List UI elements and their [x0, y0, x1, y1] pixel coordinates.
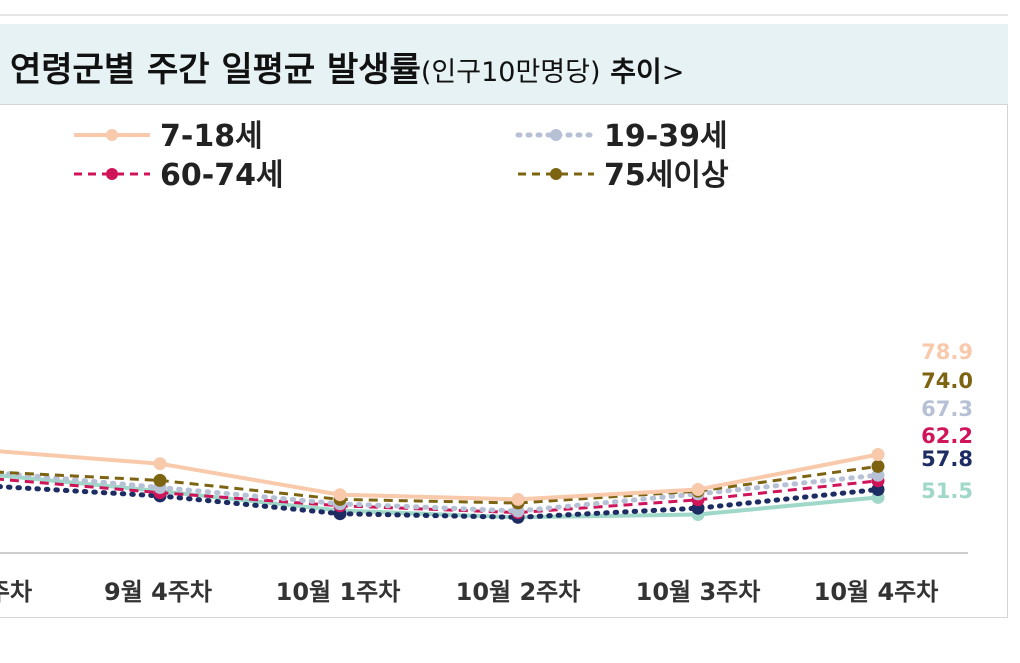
legend-item-19-39: 19-39세 — [515, 119, 728, 154]
data-label-5: 51.5 — [921, 479, 973, 503]
data-label-0: 78.9 — [921, 340, 973, 364]
chart-title-main: 연령군별 주간 일평균 발생률 — [10, 50, 421, 90]
top-divider — [0, 14, 1008, 16]
x-tick-labels: 주차 9월 4주차 10월 1주차 10월 2주차 10월 3주차 10월 4주차 — [0, 578, 938, 606]
legend-label-75plus: 75세이상 — [604, 158, 729, 193]
series-0-point-4 — [691, 483, 705, 496]
data-label-1: 74.0 — [921, 369, 973, 393]
x-tick-label-2: 10월 1주차 — [276, 578, 401, 606]
data-label-4: 57.8 — [921, 447, 973, 471]
x-tick-label-3: 10월 2주차 — [456, 578, 581, 606]
legend-marker-19-39 — [550, 129, 562, 141]
x-tick-label-0: 주차 — [0, 578, 32, 606]
data-label-2: 67.3 — [921, 397, 973, 421]
legend-item-75plus: 75세이상 — [518, 158, 729, 193]
end-data-labels: 78.9 74.0 67.3 62.257.8 51.5 — [921, 340, 973, 503]
legend-marker-7-18 — [106, 129, 118, 141]
x-tick-label-5: 10월 4주차 — [814, 578, 939, 606]
legend-marker-60-74 — [106, 168, 118, 180]
series-0-point-5 — [871, 448, 885, 461]
chart-title-sub: (인구10만명당) — [420, 57, 601, 88]
legend-label-7-18: 7-18세 — [160, 119, 263, 154]
data-label-3: 62.2 — [921, 424, 973, 448]
x-tick-label-1: 9월 4주차 — [104, 578, 212, 606]
series-4-line — [0, 473, 879, 520]
series-3-point-1 — [153, 473, 167, 487]
chart-title-end: 추이 — [600, 55, 662, 88]
series-0-line — [0, 449, 879, 502]
series-layer — [0, 448, 885, 524]
chart-title: 연령군별 주간 일평균 발생률(인구10만명당) 추이> — [10, 42, 684, 91]
legend-item-60-74: 60-74세 — [74, 158, 284, 193]
title-bar — [0, 24, 1008, 104]
legend-label-19-39: 19-39세 — [604, 119, 728, 154]
series-0-point-2 — [333, 488, 347, 502]
legend-item-7-18: 7-18세 — [74, 119, 263, 154]
x-tick-label-4: 10월 3주차 — [636, 578, 761, 606]
series-5-line — [0, 484, 881, 520]
series-3-point-5 — [871, 459, 885, 473]
chart-title-arrow: > — [661, 57, 685, 88]
series-0-point-1 — [153, 457, 167, 471]
legend-marker-75plus — [550, 168, 562, 180]
legend-label-60-74: 60-74세 — [160, 158, 284, 193]
series-2-line — [0, 477, 879, 515]
series-0-point-3 — [511, 492, 525, 506]
series-0 — [0, 448, 885, 506]
series-3-line — [0, 464, 879, 505]
chart-frame — [0, 104, 1008, 618]
legend: 7-18세 19-39세 60-74세 75세이상 — [74, 119, 729, 193]
series-1-line — [0, 470, 881, 514]
